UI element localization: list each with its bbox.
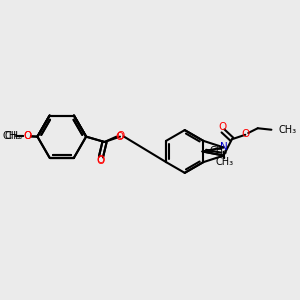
Text: O: O (23, 131, 31, 141)
Text: O: O (97, 156, 105, 166)
Text: O: O (116, 131, 124, 141)
Text: O: O (242, 130, 250, 140)
Text: O: O (218, 122, 226, 132)
Text: O: O (23, 131, 31, 141)
Text: CH₃: CH₃ (4, 131, 23, 141)
Text: CH₃: CH₃ (2, 131, 21, 141)
Text: CH₃: CH₃ (210, 146, 228, 156)
Text: CH₃: CH₃ (215, 157, 233, 167)
Text: O: O (116, 132, 124, 142)
Text: CH₃: CH₃ (278, 125, 297, 135)
Text: O: O (97, 155, 105, 165)
Text: N: N (220, 142, 227, 152)
